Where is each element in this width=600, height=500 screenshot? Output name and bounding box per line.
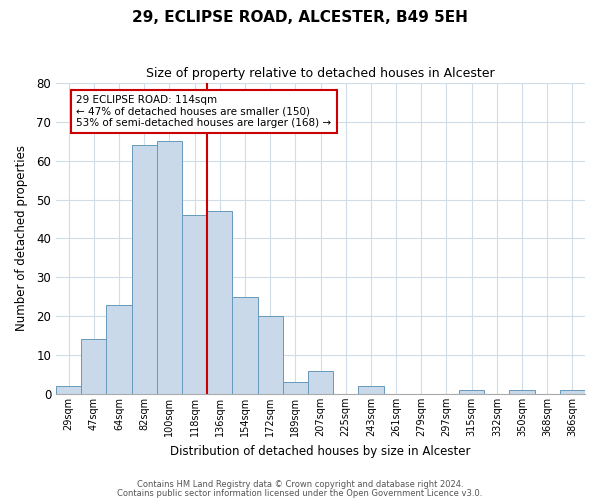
Text: Contains HM Land Registry data © Crown copyright and database right 2024.: Contains HM Land Registry data © Crown c…: [137, 480, 463, 489]
Text: 29, ECLIPSE ROAD, ALCESTER, B49 5EH: 29, ECLIPSE ROAD, ALCESTER, B49 5EH: [132, 10, 468, 25]
Bar: [106, 304, 131, 394]
Text: Contains public sector information licensed under the Open Government Licence v3: Contains public sector information licen…: [118, 488, 482, 498]
Bar: [509, 390, 535, 394]
Bar: [207, 212, 232, 394]
Bar: [131, 145, 157, 394]
Bar: [232, 297, 257, 394]
Bar: [308, 370, 333, 394]
Bar: [56, 386, 81, 394]
X-axis label: Distribution of detached houses by size in Alcester: Distribution of detached houses by size …: [170, 444, 471, 458]
Bar: [157, 142, 182, 394]
Bar: [257, 316, 283, 394]
Bar: [560, 390, 585, 394]
Bar: [283, 382, 308, 394]
Bar: [182, 215, 207, 394]
Title: Size of property relative to detached houses in Alcester: Size of property relative to detached ho…: [146, 68, 495, 80]
Bar: [459, 390, 484, 394]
Bar: [358, 386, 383, 394]
Y-axis label: Number of detached properties: Number of detached properties: [15, 146, 28, 332]
Text: 29 ECLIPSE ROAD: 114sqm
← 47% of detached houses are smaller (150)
53% of semi-d: 29 ECLIPSE ROAD: 114sqm ← 47% of detache…: [76, 94, 331, 128]
Bar: [81, 340, 106, 394]
